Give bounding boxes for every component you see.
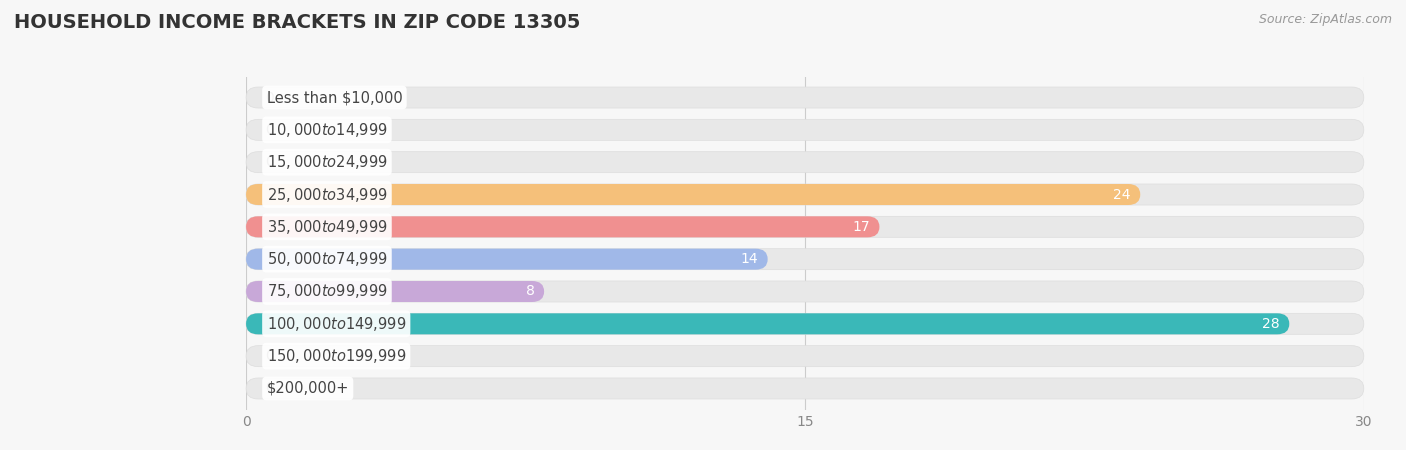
Text: $10,000 to $14,999: $10,000 to $14,999 (267, 121, 388, 139)
Text: 0: 0 (264, 90, 273, 104)
Text: 0: 0 (264, 123, 273, 137)
FancyBboxPatch shape (246, 249, 768, 270)
FancyBboxPatch shape (246, 87, 1364, 108)
FancyBboxPatch shape (246, 313, 1364, 334)
Text: $50,000 to $74,999: $50,000 to $74,999 (267, 250, 388, 268)
Text: $75,000 to $99,999: $75,000 to $99,999 (267, 283, 388, 301)
FancyBboxPatch shape (246, 152, 1364, 173)
FancyBboxPatch shape (246, 281, 544, 302)
Text: $150,000 to $199,999: $150,000 to $199,999 (267, 347, 406, 365)
Text: 0: 0 (264, 382, 273, 396)
FancyBboxPatch shape (246, 346, 1364, 367)
Text: $15,000 to $24,999: $15,000 to $24,999 (267, 153, 388, 171)
Text: $35,000 to $49,999: $35,000 to $49,999 (267, 218, 388, 236)
FancyBboxPatch shape (246, 216, 1364, 237)
Text: 17: 17 (852, 220, 870, 234)
Text: $100,000 to $149,999: $100,000 to $149,999 (267, 315, 406, 333)
FancyBboxPatch shape (246, 378, 1364, 399)
Text: HOUSEHOLD INCOME BRACKETS IN ZIP CODE 13305: HOUSEHOLD INCOME BRACKETS IN ZIP CODE 13… (14, 14, 581, 32)
Text: 14: 14 (741, 252, 758, 266)
FancyBboxPatch shape (246, 281, 1364, 302)
Text: 0: 0 (264, 349, 273, 363)
Text: Source: ZipAtlas.com: Source: ZipAtlas.com (1258, 14, 1392, 27)
Text: 24: 24 (1114, 188, 1130, 202)
FancyBboxPatch shape (246, 184, 1140, 205)
FancyBboxPatch shape (246, 184, 1364, 205)
Text: $200,000+: $200,000+ (267, 381, 349, 396)
FancyBboxPatch shape (246, 119, 1364, 140)
Text: 0: 0 (264, 155, 273, 169)
FancyBboxPatch shape (246, 249, 1364, 270)
Text: $25,000 to $34,999: $25,000 to $34,999 (267, 185, 388, 203)
FancyBboxPatch shape (246, 216, 880, 237)
Text: 8: 8 (526, 284, 534, 298)
FancyBboxPatch shape (246, 313, 1289, 334)
Text: Less than $10,000: Less than $10,000 (267, 90, 402, 105)
Text: 28: 28 (1263, 317, 1279, 331)
